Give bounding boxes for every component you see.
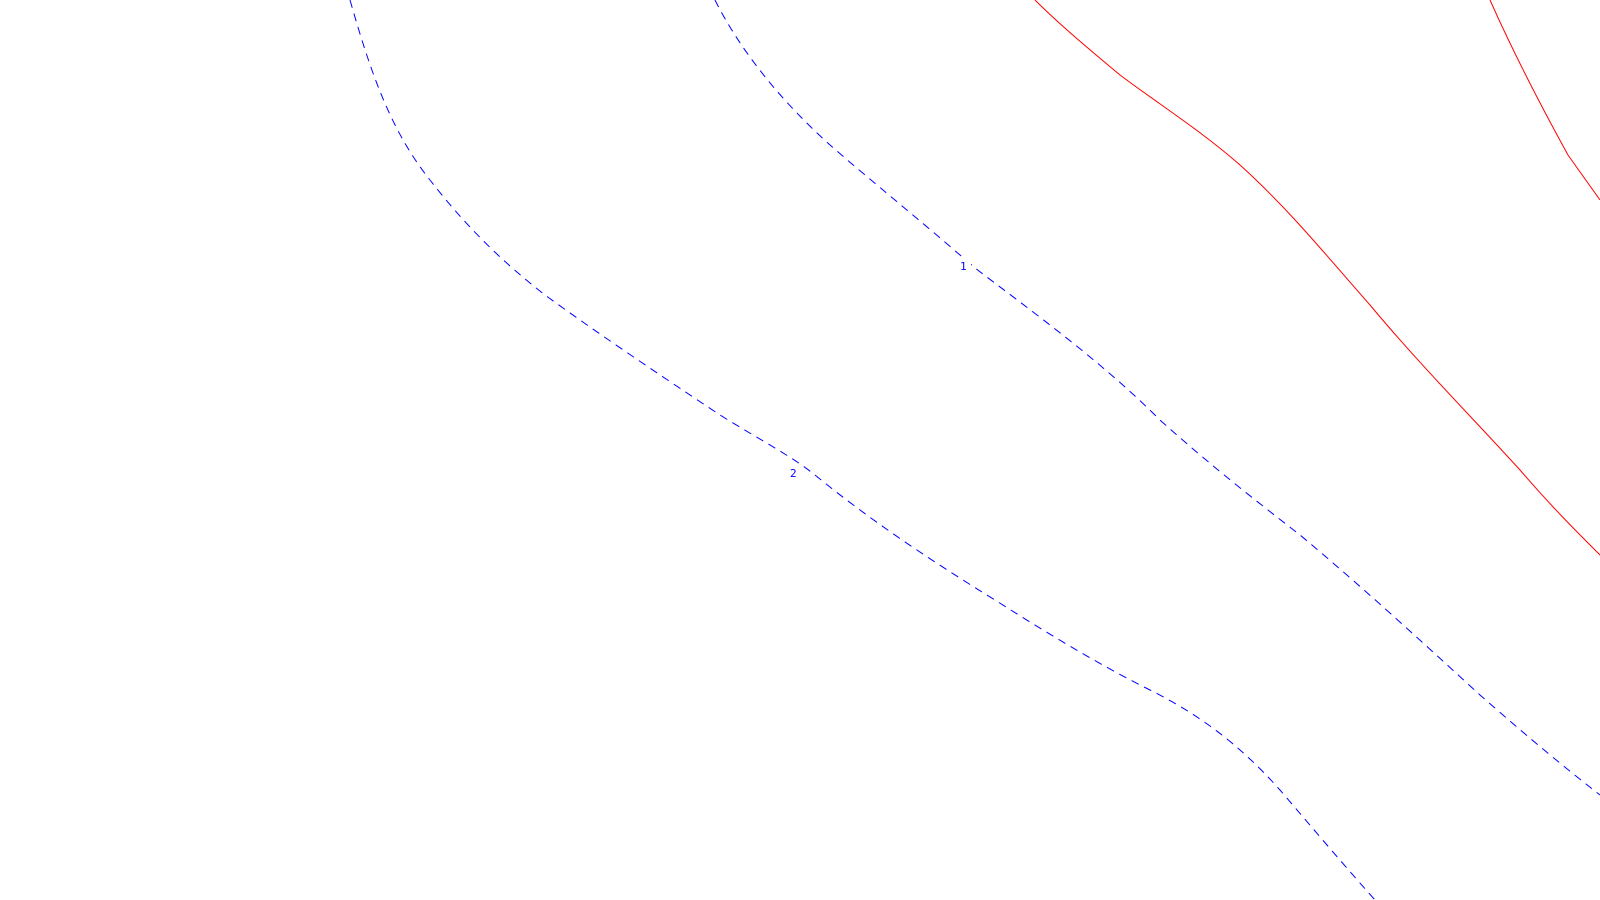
contour-line-2 xyxy=(349,0,1376,900)
contour-line-red-b xyxy=(1489,0,1600,201)
contour-line-1 xyxy=(714,0,1600,796)
contour-label-1: 1 xyxy=(960,260,967,273)
contour-label-2: 2 xyxy=(790,467,797,480)
contour-line-red-a xyxy=(1034,0,1600,556)
